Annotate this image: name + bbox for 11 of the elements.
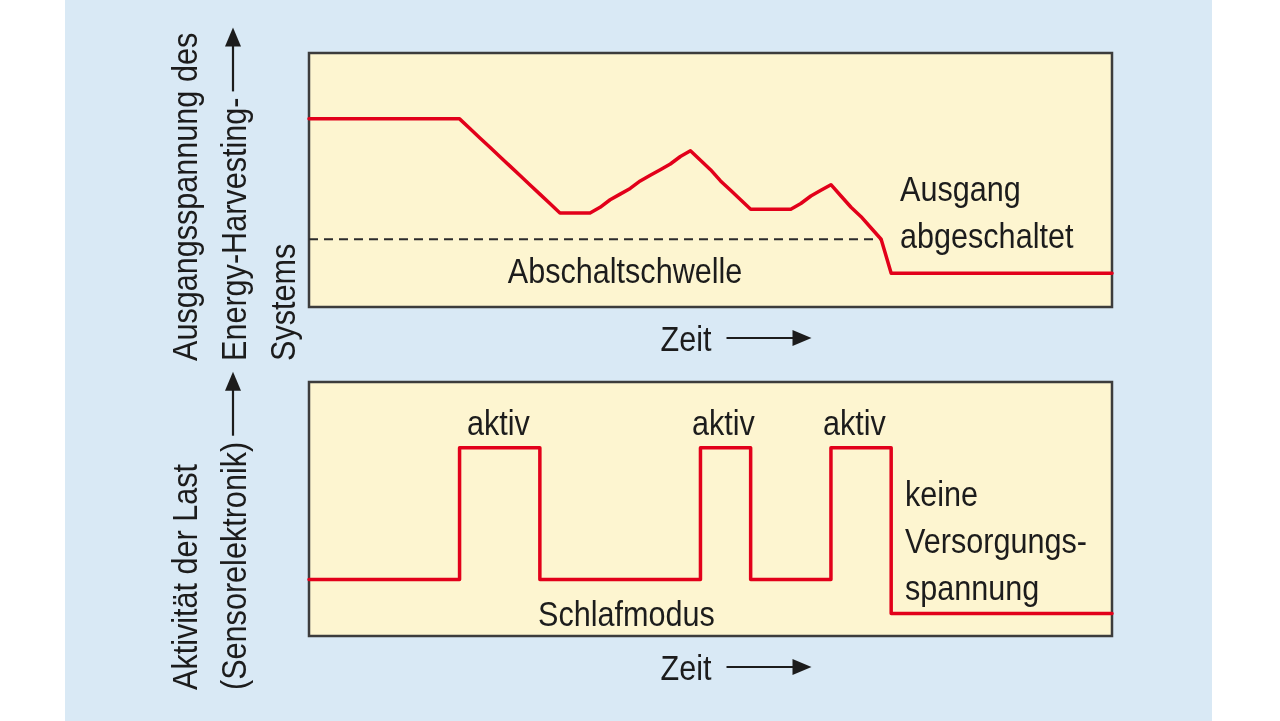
text: aktiv [692, 402, 756, 443]
y-axis-title: Ausgangsspannung des Energy-Harvesting- Systems [164, 32, 303, 361]
annotation: Ausgang abgeschaltet [900, 168, 1075, 256]
x-axis-title: Zeit [660, 647, 713, 688]
x-axis-title: Zeit [660, 318, 713, 359]
annotation: Schlafmodus [538, 593, 715, 634]
text: aktiv [823, 402, 887, 443]
text: aktiv [467, 402, 531, 443]
annotation: keine Versorgungs- spannung [905, 473, 1087, 608]
ref-line-label: Abschaltschwelle [507, 250, 743, 291]
y-axis-title: Aktivität der Last (Sensorelektronik) [164, 441, 254, 690]
